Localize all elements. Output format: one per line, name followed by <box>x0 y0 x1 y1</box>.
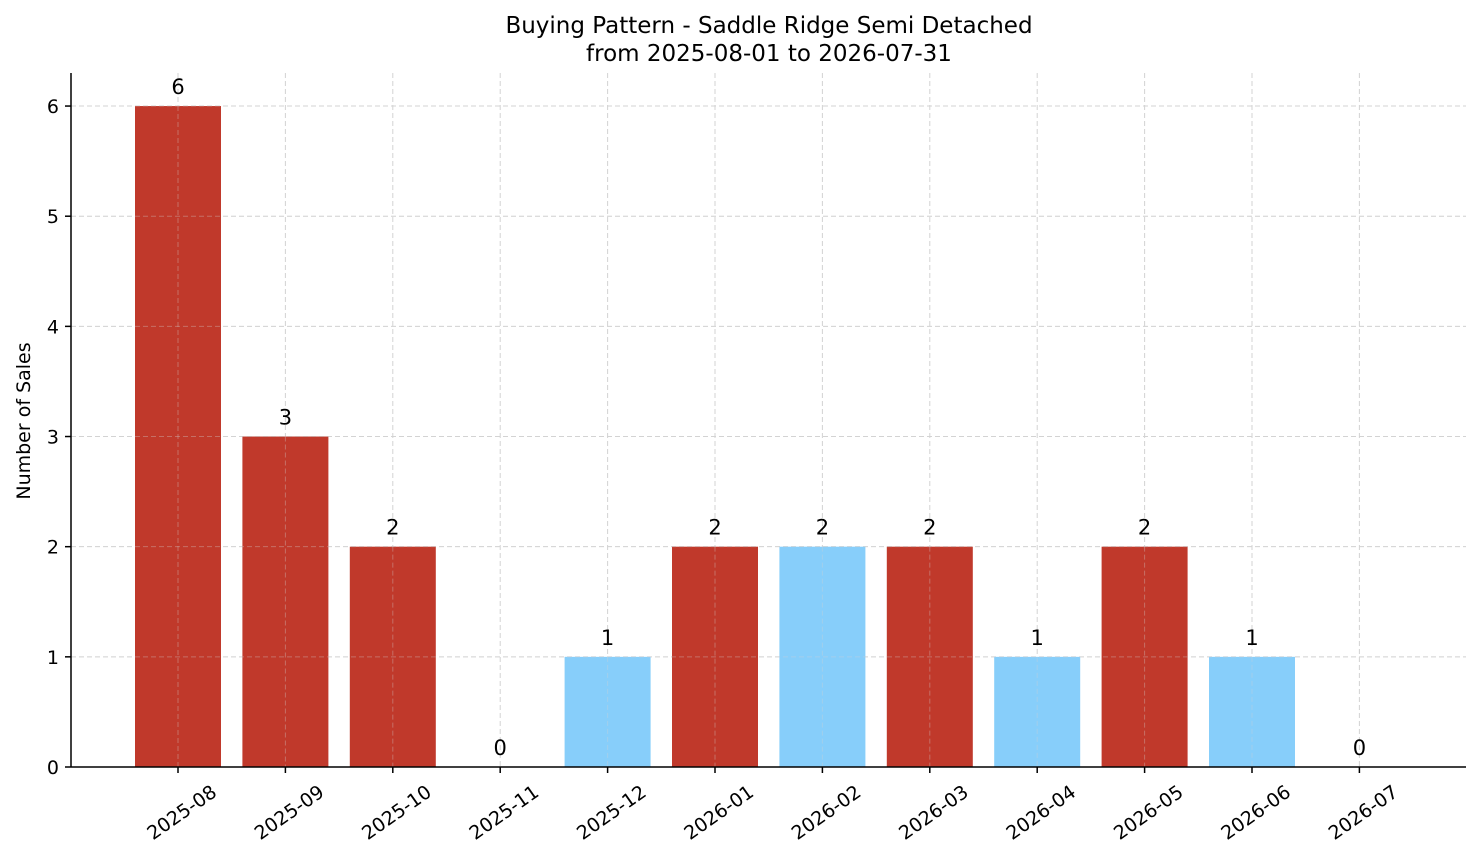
y-tick-label: 0 <box>47 757 59 779</box>
data-label-2026-03: 2 <box>923 516 936 540</box>
bar-2026-04 <box>994 656 1081 767</box>
bar-2025-09 <box>242 436 329 767</box>
axes-layer <box>70 73 1466 768</box>
data-label-2026-07: 0 <box>1353 736 1366 760</box>
x-tick-label: 2026-04 <box>1002 781 1080 845</box>
chart-subtitle: from 2025-08-01 to 2026-07-31 <box>586 41 952 67</box>
x-tick-label: 2026-07 <box>1325 781 1403 845</box>
data-label-2025-12: 1 <box>601 626 614 650</box>
x-tick-label: 2026-05 <box>1110 781 1188 845</box>
bar-2025-08 <box>135 106 221 768</box>
y-axis-label: Number of Sales <box>13 342 35 499</box>
bar-2025-12 <box>564 656 651 767</box>
bar-2026-06 <box>1209 656 1295 767</box>
data-label-2026-06: 1 <box>1245 626 1258 650</box>
y-tick-label: 4 <box>47 316 59 338</box>
x-tick-label: 2026-03 <box>895 781 973 845</box>
chart-title: Buying Pattern - Saddle Ridge Semi Detac… <box>505 13 1032 39</box>
y-tick-label: 2 <box>47 537 59 559</box>
data-label-2025-11: 0 <box>494 736 507 760</box>
y-tick-label: 5 <box>47 206 59 228</box>
bar-2026-03 <box>886 546 973 767</box>
data-label-2026-02: 2 <box>816 516 829 540</box>
x-tick-label: 2025-11 <box>465 781 543 845</box>
x-tick-label: 2026-02 <box>788 781 866 845</box>
y-tick-label: 1 <box>47 647 59 669</box>
x-tick-label: 2025-12 <box>573 781 651 845</box>
bars-layer <box>71 105 1466 768</box>
x-tick-label: 2025-08 <box>143 781 221 845</box>
bar-2025-10 <box>349 546 436 767</box>
data-label-2026-04: 1 <box>1031 626 1044 650</box>
x-tick-label: 2025-09 <box>251 781 329 845</box>
data-label-2026-05: 2 <box>1138 516 1151 540</box>
data-label-2025-10: 2 <box>386 516 399 540</box>
bar-2026-02 <box>779 546 866 767</box>
data-label-2025-08: 6 <box>171 75 184 99</box>
y-tick-label: 3 <box>47 427 59 449</box>
x-tick-label: 2026-06 <box>1217 781 1295 845</box>
x-tick-label: 2026-01 <box>680 781 758 845</box>
data-labels-layer: 6 3 2 0 1 2 2 2 1 2 1 0 <box>171 75 1366 760</box>
data-label-2026-01: 2 <box>708 516 721 540</box>
bar-2026-05 <box>1101 546 1188 767</box>
x-tick-label: 2025-10 <box>358 781 436 845</box>
y-tick-label: 6 <box>47 96 59 118</box>
bar-2026-01 <box>672 546 758 767</box>
data-label-2025-09: 3 <box>279 406 292 430</box>
